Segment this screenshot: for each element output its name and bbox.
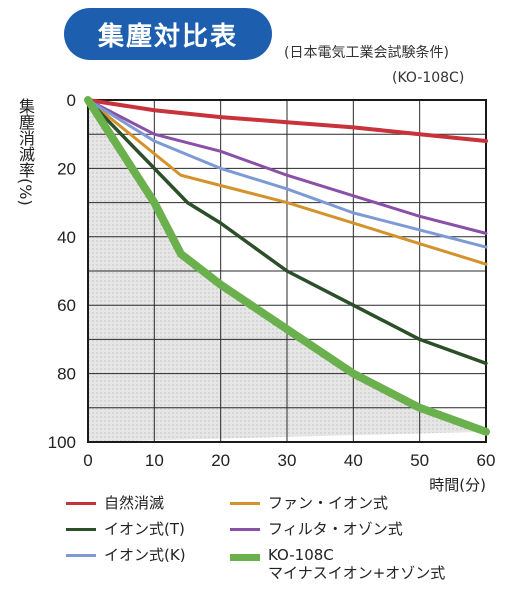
- shaded-region: [88, 100, 486, 442]
- legend-swatch: [66, 554, 96, 557]
- legend-item: フィルタ・オゾン式: [230, 520, 403, 538]
- dust-comparison-chart: 0 20 40 60 80 100 0 10 20 30 40 50 60 時間(分): [48, 91, 496, 494]
- series-line-5: [86, 98, 488, 249]
- y-tick-label: 0: [67, 91, 76, 110]
- legend-label: フィルタ・オゾン式: [268, 520, 403, 538]
- x-tick-label: 30: [278, 451, 297, 470]
- legend-item: 自然消滅: [66, 494, 164, 512]
- x-tick-label: 60: [477, 451, 496, 470]
- legend-item: イオン式(T): [66, 520, 185, 538]
- legend-label: イオン式(K): [104, 546, 186, 564]
- chart-title: 集塵対比表: [64, 8, 272, 60]
- legend-label: イオン式(T): [104, 520, 185, 538]
- series-line-3: [86, 98, 488, 366]
- series-line-2: [86, 98, 488, 266]
- series-line-6: [84, 96, 490, 436]
- y-tick-label: 40: [57, 228, 76, 247]
- y-tick-label: 20: [57, 159, 76, 178]
- x-tick-label: 0: [83, 451, 92, 470]
- y-tick-label: 60: [57, 296, 76, 315]
- x-tick-label: 20: [211, 451, 230, 470]
- legend-item: ファン・イオン式: [230, 494, 388, 512]
- legend-swatch: [230, 502, 260, 505]
- subtitle-model: (KO-108C): [392, 70, 465, 86]
- y-axis-label: 集塵消滅率(%): [16, 98, 35, 206]
- legend-label: KO-108C マイナスイオン+オゾン式: [268, 546, 446, 582]
- x-axis-label: 時間(分): [429, 476, 486, 494]
- legend-swatch: [66, 528, 96, 531]
- y-tick-label: 80: [57, 365, 76, 384]
- x-tick-label: 50: [410, 451, 429, 470]
- legend-item: イオン式(K): [66, 546, 186, 564]
- x-tick-label: 10: [145, 451, 164, 470]
- legend-item: KO-108C マイナスイオン+オゾン式: [230, 546, 445, 582]
- legend: 自然消滅 ファン・イオン式イオン式(T) フィルタ・オゾン式イオン式(K) KO-10…: [66, 494, 506, 599]
- legend-swatch: [230, 554, 260, 561]
- plot-frame: [87, 99, 487, 443]
- legend-swatch: [230, 528, 260, 531]
- subtitle-conditions: (日本電気工業会試験条件): [284, 45, 449, 61]
- series-line-4: [86, 98, 488, 235]
- y-tick-label: 100: [48, 433, 76, 452]
- legend-swatch: [66, 502, 96, 505]
- legend-label: 自然消滅: [104, 494, 165, 512]
- series-line-1: [86, 98, 488, 144]
- legend-label: ファン・イオン式: [268, 494, 389, 512]
- x-tick-label: 40: [344, 451, 363, 470]
